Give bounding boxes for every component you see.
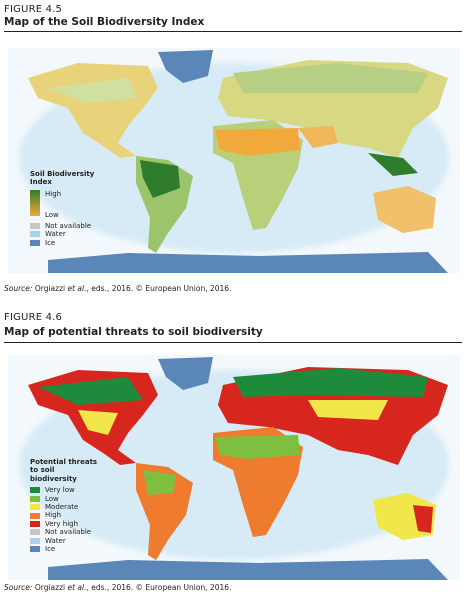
source-part: Source:	[4, 583, 33, 592]
legend-label: Low	[45, 211, 59, 220]
map	[8, 355, 460, 580]
legend-row: Ice	[30, 545, 100, 553]
legend-swatch	[30, 231, 40, 238]
legend-label: Ice	[45, 544, 56, 553]
legend-row: Water	[30, 537, 100, 545]
legend-label: Not available	[45, 528, 92, 537]
legend-swatch	[30, 512, 40, 519]
legend-label: Very high	[45, 519, 79, 528]
legend-row: Very low	[30, 486, 100, 494]
legend-row: Moderate	[30, 503, 100, 511]
greenland	[158, 357, 213, 390]
eurasia-north	[233, 368, 428, 397]
legend: Potential threats to soil biodiversity Ve…	[30, 458, 100, 553]
amazon	[140, 160, 180, 198]
legend-label: Water	[45, 230, 66, 239]
legend-label: Very low	[45, 486, 75, 495]
legend-label: High	[45, 511, 62, 520]
gradient-swatch	[30, 189, 40, 216]
rule	[4, 342, 462, 343]
antarctica	[48, 252, 448, 273]
legend-title: Potential threats to soil biodiversity	[30, 458, 98, 483]
central-asia	[308, 400, 388, 420]
legend-row: High	[30, 511, 100, 519]
legend-label: Water	[45, 536, 66, 545]
legend-row: Not available	[30, 222, 100, 230]
legend: Soil Biodiversity Index High Low Not availa…	[30, 170, 100, 247]
legend-label: Low	[45, 494, 59, 503]
figure-title: Map of the Soil Biodiversity Index	[4, 16, 205, 28]
source-part: et al.	[67, 583, 87, 592]
source-part: et al.	[67, 284, 87, 293]
source: Source: Orgiazzi et al., eds., 2016. © E…	[4, 284, 231, 293]
legend-gradient: High Low	[30, 189, 100, 220]
legend-row: Low	[30, 495, 100, 503]
legend-label: High	[45, 189, 62, 198]
legend-swatch	[30, 495, 40, 502]
source-part: , eds., 2016. © European Union, 2016.	[86, 583, 232, 592]
north-america-boreal	[48, 78, 138, 103]
sahara	[215, 435, 300, 459]
legend-swatch	[30, 223, 40, 229]
greenland	[158, 50, 213, 83]
figure-label: FIGURE 4.5	[4, 4, 63, 15]
source-part: Orgiazzi	[32, 583, 68, 592]
figure-title: Map of potential threats to soil biodive…	[4, 326, 263, 338]
legend-swatch	[30, 239, 40, 246]
legend-row: Not available	[30, 528, 100, 536]
gradient-labels: High Low	[45, 190, 61, 220]
legend-swatch	[30, 504, 40, 511]
legend-label: Ice	[45, 238, 56, 247]
legend-swatch	[30, 537, 40, 544]
source: Source: Orgiazzi et al., eds., 2016. © E…	[4, 583, 231, 592]
legend-row: Very high	[30, 520, 100, 528]
north-america-plains	[78, 410, 118, 435]
legend-label: Moderate	[45, 503, 79, 511]
arabia	[298, 126, 338, 148]
north-america-boreal	[38, 377, 143, 405]
map	[8, 48, 460, 273]
australia-east	[413, 505, 433, 533]
legend-label: Not available	[45, 221, 92, 230]
antarctica	[48, 559, 448, 580]
figure-label: FIGURE 4.6	[4, 312, 63, 323]
legend-swatch	[30, 520, 40, 527]
legend-swatch	[30, 546, 40, 553]
australia	[373, 186, 436, 233]
legend-row: Ice	[30, 239, 100, 247]
source-part: , eds., 2016. © European Union, 2016.	[86, 284, 232, 293]
source-part: Orgiazzi	[32, 284, 68, 293]
eurasia-north	[233, 63, 428, 93]
source-part: Source:	[4, 284, 33, 293]
legend-swatch	[30, 487, 40, 494]
southeast-asia	[368, 153, 418, 176]
legend-title: Soil Biodiversity Index	[30, 170, 95, 187]
legend-row: Water	[30, 230, 100, 238]
sahara	[215, 128, 300, 156]
rule	[4, 31, 462, 32]
legend-swatch	[30, 529, 40, 536]
amazon	[143, 470, 176, 495]
